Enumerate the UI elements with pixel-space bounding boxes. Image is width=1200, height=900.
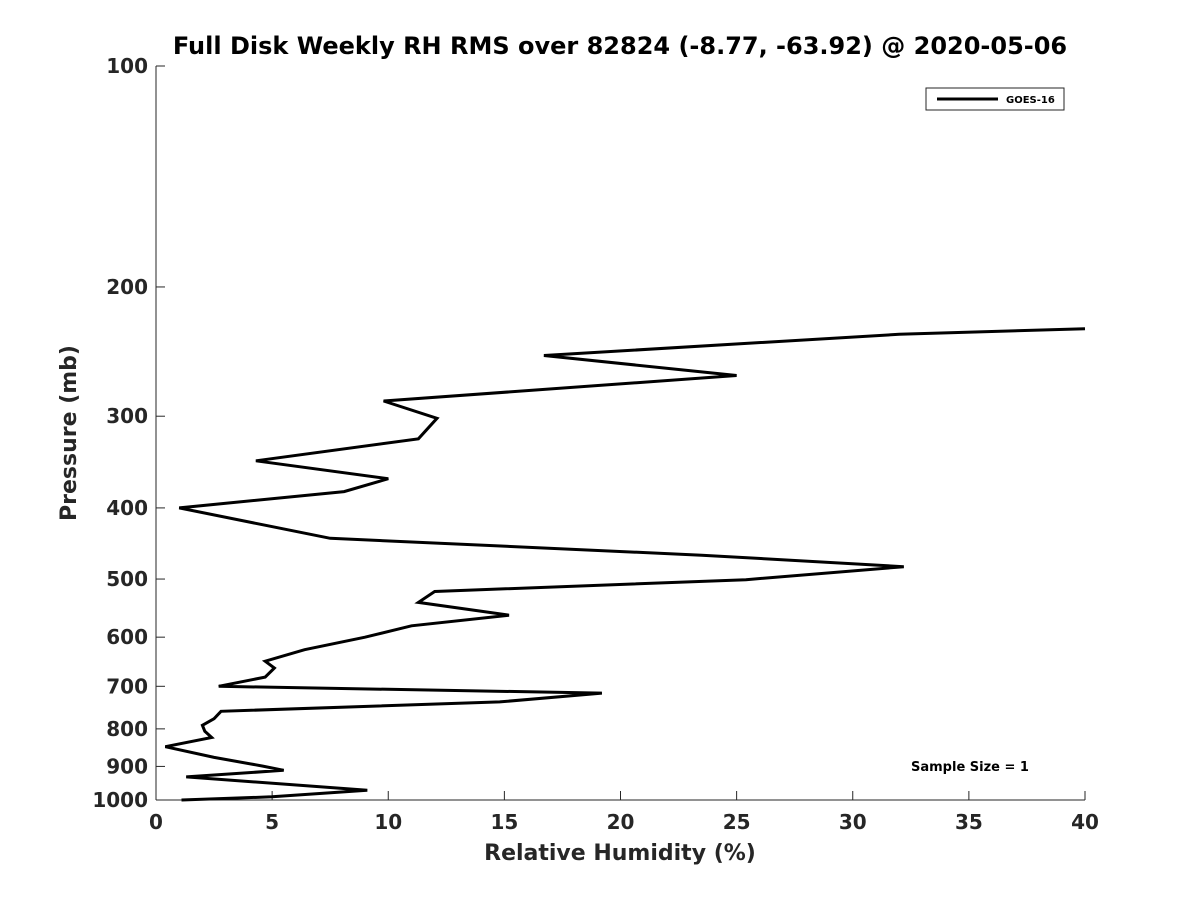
y-tick-label: 700: [106, 674, 148, 698]
x-tick-label: 20: [607, 810, 635, 834]
x-tick-label: 40: [1071, 810, 1099, 834]
plot-area: [155, 66, 1085, 801]
chart-title: Full Disk Weekly RH RMS over 82824 (-8.7…: [173, 32, 1067, 60]
y-tick-label: 800: [106, 717, 148, 741]
y-axis-label: Pressure (mb): [57, 345, 82, 521]
sample-size-annotation: Sample Size = 1: [911, 760, 1029, 775]
series-layer: [164, 327, 1086, 802]
x-tick-label: 10: [374, 810, 402, 834]
y-tick-label: 1000: [92, 788, 148, 812]
y-tick-label: 900: [106, 754, 148, 778]
y-tick-label: 100: [106, 54, 148, 78]
y-tick-label: 500: [106, 567, 148, 591]
x-tick-label: 25: [723, 810, 751, 834]
y-tick-label: 300: [106, 404, 148, 428]
legend-label-goes-16: GOES-16: [1006, 95, 1055, 106]
x-tick-label: 5: [265, 810, 279, 834]
y-tick-label: 200: [106, 275, 148, 299]
x-tick-label: 35: [955, 810, 983, 834]
x-tick-label: 0: [149, 810, 163, 834]
legend: GOES-16: [925, 87, 1065, 111]
x-tick-label: 30: [839, 810, 867, 834]
x-axis-label: Relative Humidity (%): [484, 841, 756, 866]
series-line-goes-16: [164, 327, 1086, 802]
y-tick-label: 400: [106, 496, 148, 520]
y-ticks: 100 200 300 400 500 600 700 800 900 1000: [92, 54, 165, 812]
y-tick-label: 600: [106, 625, 148, 649]
x-ticks: 0 5 10 15 20 25 30 35 40: [149, 791, 1099, 834]
x-tick-label: 15: [490, 810, 518, 834]
